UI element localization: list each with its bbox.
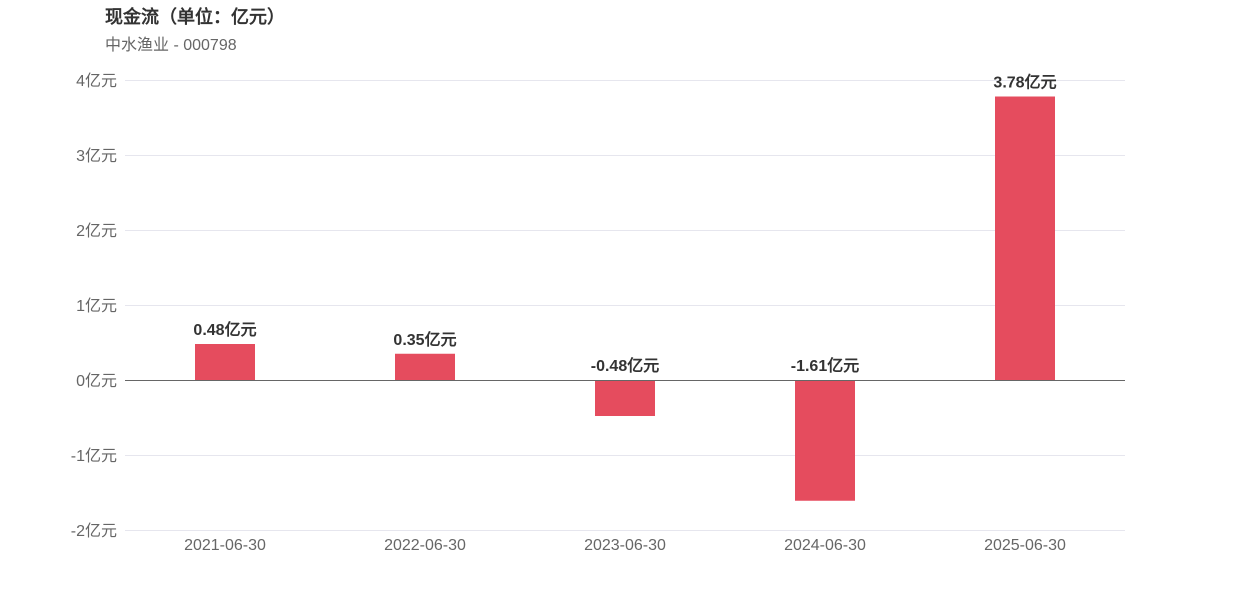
bar xyxy=(595,380,655,416)
bar xyxy=(395,353,455,380)
bar xyxy=(795,380,855,501)
grid-lines xyxy=(125,80,1125,531)
y-tick-label: 0亿元 xyxy=(76,372,117,390)
bar xyxy=(195,344,255,380)
chart-title: 现金流（单位：亿元） xyxy=(105,7,285,27)
data-label: 3.78亿元 xyxy=(993,73,1056,92)
y-tick-label: -1亿元 xyxy=(71,447,117,465)
data-label: 0.35亿元 xyxy=(393,330,456,349)
y-tick-label: 4亿元 xyxy=(76,72,117,90)
data-label: 0.48亿元 xyxy=(193,320,256,339)
x-axis: 2021-06-30 2022-06-30 2023-06-30 2024-06-30… xyxy=(184,537,1066,554)
bar xyxy=(995,96,1055,380)
x-tick-label: 2023-06-30 xyxy=(584,537,666,554)
data-labels: 0.48亿元 0.35亿元 -0.48亿元 -1.61亿元 3.78亿元 xyxy=(193,73,1056,376)
y-tick-label: 1亿元 xyxy=(76,297,117,315)
x-tick-label: 2025-06-30 xyxy=(984,537,1066,554)
y-tick-label: -2亿元 xyxy=(71,522,117,540)
x-tick-label: 2022-06-30 xyxy=(384,537,466,554)
bars xyxy=(195,96,1055,501)
y-tick-label: 2亿元 xyxy=(76,222,117,240)
x-tick-label: 2021-06-30 xyxy=(184,537,266,554)
data-label: -0.48亿元 xyxy=(591,356,659,375)
chart-subtitle: 中水渔业 - 000798 xyxy=(105,37,237,54)
y-tick-label: 3亿元 xyxy=(76,147,117,165)
x-tick-label: 2024-06-30 xyxy=(784,537,866,554)
y-axis: -2亿元 -1亿元 0亿元 1亿元 2亿元 3亿元 4亿元 xyxy=(71,72,117,540)
data-label: -1.61亿元 xyxy=(791,356,859,375)
